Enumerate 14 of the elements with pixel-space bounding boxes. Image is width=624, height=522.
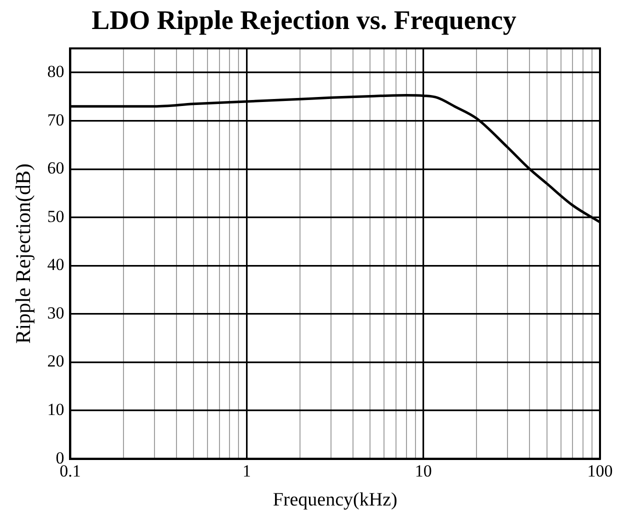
y-tick-label: 50 — [47, 206, 64, 226]
y-tick-label: 10 — [47, 400, 64, 419]
x-tick-label: 10 — [414, 461, 432, 480]
chart-title: LDO Ripple Rejection vs. Frequency — [92, 5, 517, 36]
y-tick-label: 60 — [47, 158, 64, 178]
y-tick-label: 40 — [47, 255, 64, 274]
y-tick-label: 30 — [47, 303, 64, 322]
y-axis-title: Ripple Rejection(dB) — [11, 163, 36, 344]
x-tick-label: 1 — [242, 461, 252, 480]
y-tick-label: 20 — [47, 352, 64, 371]
y-tick-label: 80 — [47, 62, 64, 82]
x-tick-label: 100 — [587, 461, 613, 480]
y-tick-label: 70 — [47, 110, 64, 130]
x-axis-title: Frequency(kHz) — [272, 490, 398, 511]
